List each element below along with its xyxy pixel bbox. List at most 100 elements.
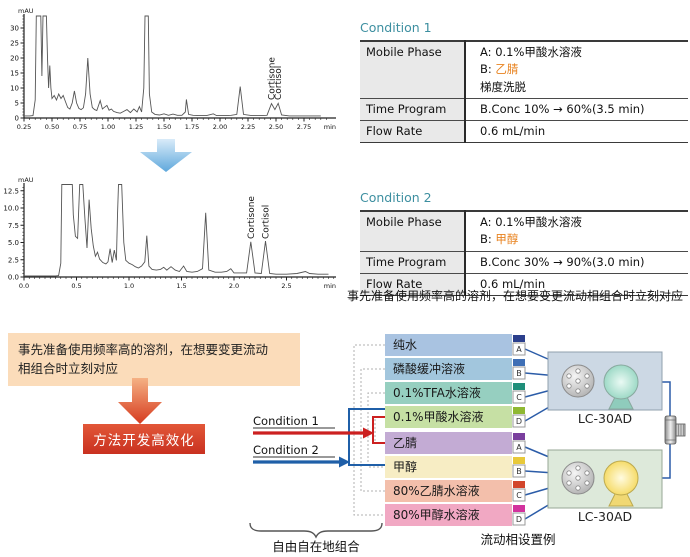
condition2-title: Condition 2 (360, 190, 432, 205)
chromatogram-condition2: mAU 0.0 2.5 5.0 7.5 10.0 12.5 0.0 0.5 1.0 1.5 2.0 2.… (3, 176, 336, 290)
port-letter: A (516, 443, 522, 452)
x-tick-label: 1.50 (157, 123, 171, 131)
solvent-name: 80%乙腈水溶液 (393, 483, 480, 498)
pump-head (603, 364, 639, 400)
mobile-b-solvent: 甲醇 (495, 232, 519, 247)
solvent-name: 0.1%TFA水溶液 (393, 385, 481, 400)
port-letter: B (516, 369, 522, 378)
y-tick-label: 15 (10, 70, 19, 78)
note-box: 事先准备使用频率高的溶剂，在想要变更流动 相组合时立刻对应 (8, 333, 300, 386)
solvent-name: 乙腈 (393, 436, 417, 450)
port-letter-box (512, 342, 526, 356)
y-tick-label: 5 (15, 100, 19, 108)
table-row: Mobile Phase A: 0.1%甲酸水溶液 B: 乙腈 梯度洗脱 (360, 41, 688, 99)
port-color-chip (513, 335, 525, 342)
chromatogram-condition1: mAU 0 5 10 15 20 25 30 0.25 0.50 0.75 1.00 1.25 1.50 1… (10, 7, 336, 131)
solvent-row: 乙腈 A (385, 432, 526, 454)
mobile-phase-cell: A: 0.1%甲酸水溶液 B: 甲醇 (465, 211, 688, 251)
peak-label: Cortisone (268, 57, 278, 100)
condition1-title: Condition 1 (360, 20, 432, 35)
port-letter: A (516, 345, 522, 354)
note-sentence: 事先准备使用频率高的溶剂，在想要变更流动相组合时立刻对应 (347, 289, 684, 303)
solvent-name: 磷酸缓冲溶液 (393, 361, 465, 376)
y-tick-label: 7.5 (8, 222, 19, 230)
solvent-rect (385, 456, 512, 478)
red-arrow-shape (118, 378, 162, 424)
condition1-table: Mobile Phase A: 0.1%甲酸水溶液 B: 乙腈 梯度洗脱 Tim… (360, 40, 688, 144)
condition1-arrow-head (363, 427, 374, 439)
condition2-selection-bracket (348, 408, 385, 466)
solvent-row: 磷酸缓冲溶液 B (385, 358, 526, 380)
port-letter: C (516, 491, 522, 500)
x-tick-label: 1.5 (176, 282, 186, 290)
x-tick-label: 2.5 (281, 282, 291, 290)
axes-layer: mAU 0 5 10 15 20 25 30 0.25 0.50 0.75 1.00 1.25 1.50 1… (10, 7, 336, 131)
note-box-line2: 相组合时立刻对应 (18, 361, 119, 377)
solvent-rect (385, 358, 512, 380)
flow-rate-value: 0.6 mL/min (465, 272, 688, 296)
solvent-name: 80%甲醇水溶液 (393, 507, 480, 522)
port-letter-box (512, 464, 526, 478)
gradient-elution-note: 梯度洗脱 (480, 79, 526, 94)
condition2-table: Mobile Phase A: 0.1%甲酸水溶液 B: 甲醇 Time Pro… (360, 210, 688, 296)
y-axis-unit-label: mAU (18, 7, 34, 15)
x-tick-label: 1.75 (185, 123, 199, 131)
x-tick-label: 2.75 (297, 123, 311, 131)
x-tick-label: 1.00 (101, 123, 115, 131)
solvent-rect (385, 432, 512, 454)
solvent-rect (385, 382, 512, 404)
solvent-name: 甲醇 (393, 459, 417, 474)
port-letter-box (512, 366, 526, 380)
mobile-phase-b: B: 乙腈 (480, 61, 682, 78)
y-tick-label: 0 (15, 115, 19, 123)
port-color-chip (513, 359, 525, 366)
y-axis-unit-label: mAU (18, 176, 34, 184)
mobile-b-prefix: B: (480, 62, 496, 77)
condition1-selection-bracket (372, 416, 385, 444)
condition1-arrow-label: Condition 1 (253, 414, 319, 428)
x-tick-label: 0.25 (17, 123, 31, 131)
mobile-phase-flow-diagram: Condition 1 Condition 2 纯水 A (249, 334, 686, 554)
port-color-chip (513, 505, 525, 512)
pump-model-label: LC-30AD (578, 411, 632, 426)
mobile-b-solvent: 乙腈 (495, 62, 519, 77)
port-letter-box (512, 414, 526, 428)
mobile-phase-a: A: 0.1%甲酸水溶液 (480, 215, 582, 229)
solvent-row: 0.1%甲酸水溶液 D (385, 406, 526, 428)
mobile-phase-cell: A: 0.1%甲酸水溶液 B: 乙腈 梯度洗脱 (465, 41, 688, 98)
mobile-phase-a: A: 0.1%甲酸水溶液 (480, 45, 582, 59)
x-axis-unit-label: min (324, 123, 336, 131)
x-tick-label: 0.75 (73, 123, 87, 131)
time-program-value: B.Conc 10% → 60%(3.5 min) (465, 97, 688, 121)
y-tick-label: 0.0 (8, 274, 19, 282)
pump-model-label: LC-30AD (578, 509, 632, 524)
y-tick-label: 25 (10, 40, 19, 48)
pump-head (603, 460, 639, 496)
port-color-chip (513, 433, 525, 440)
peak-label: Cortisol (262, 205, 272, 239)
x-tick-label: 1.25 (129, 123, 143, 131)
table-row: Mobile Phase A: 0.1%甲酸水溶液 B: 甲醇 (360, 211, 688, 251)
down-arrow-blue (140, 139, 192, 172)
x-tick-label: 2.00 (213, 123, 227, 131)
port-color-chip (513, 407, 525, 414)
x-tick-label: 2.25 (241, 123, 255, 131)
x-tick-label: 0.50 (45, 123, 59, 131)
y-tick-label: 10.0 (3, 205, 19, 213)
row-label-time-program: Time Program (360, 250, 466, 274)
note-box-line1: 事先准备使用频率高的溶剂，在想要变更流动 (18, 342, 269, 357)
port-letter-box (512, 512, 526, 526)
combination-tree-lines (353, 344, 385, 516)
row-label-flow-rate: Flow Rate (360, 272, 466, 296)
combination-brace (249, 522, 383, 539)
port-letter-box (512, 440, 526, 454)
blue-arrow-shape (140, 139, 192, 172)
mobile-phase-b: B: 甲醇 (480, 231, 682, 248)
port-letter: C (516, 393, 522, 402)
x-tick-label: 0.5 (71, 282, 81, 290)
row-label-flow-rate: Flow Rate (360, 119, 466, 143)
solvent-rect (385, 480, 512, 502)
solvent-rect (385, 504, 512, 526)
solvent-row: 0.1%TFA水溶液 C (385, 382, 526, 404)
